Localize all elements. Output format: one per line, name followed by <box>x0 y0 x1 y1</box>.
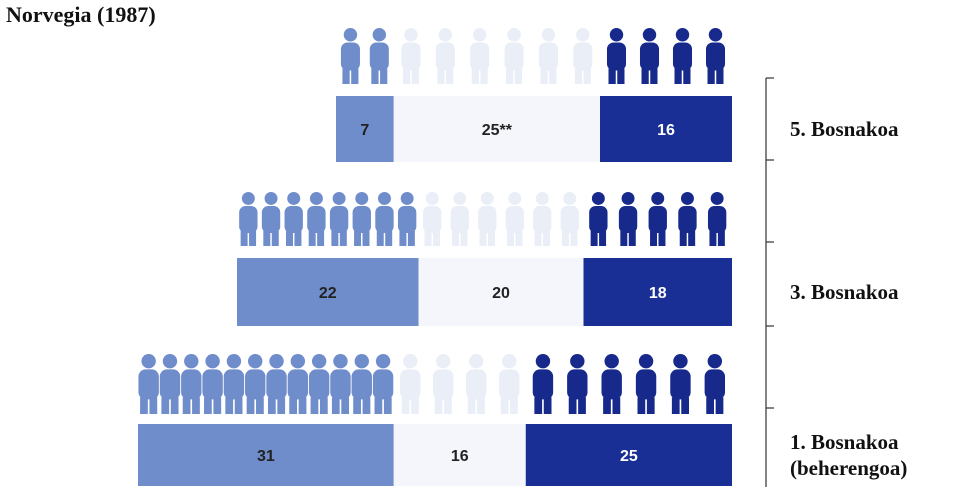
person-icon <box>287 354 309 414</box>
person-icon <box>670 354 691 414</box>
person-icon <box>499 354 520 414</box>
person-icon <box>329 192 349 246</box>
bar-group: 7 25** 16 5. Bosnakoa <box>336 28 899 162</box>
category-axis <box>765 77 774 487</box>
data-label: 20 <box>492 285 510 302</box>
person-icon <box>538 28 558 84</box>
person-icon <box>478 192 497 246</box>
category-label: 3. Bosnakoa <box>790 280 899 304</box>
person-icon <box>639 28 660 84</box>
person-icon <box>648 192 667 246</box>
person-icon <box>352 192 371 246</box>
person-icon <box>672 28 693 84</box>
person-icon <box>330 354 351 414</box>
bar-group: 31 16 25 1. Bosnakoa(beherengoa) <box>138 354 907 486</box>
bar-group: 22 20 18 3. Bosnakoa <box>237 192 899 326</box>
category-label: (beherengoa) <box>790 456 907 480</box>
person-icon <box>504 28 524 84</box>
bar-segment <box>418 258 584 326</box>
person-icon <box>261 192 281 246</box>
person-icon <box>705 28 726 84</box>
person-icon <box>567 354 588 414</box>
person-icon <box>704 354 726 414</box>
category-label: 1. Bosnakoa <box>790 430 899 454</box>
person-icon <box>423 192 442 246</box>
person-icon <box>266 354 287 414</box>
person-icon <box>466 354 487 414</box>
data-label: 25** <box>482 122 513 139</box>
person-icon <box>470 28 490 84</box>
person-icon <box>635 354 657 414</box>
person-icon <box>245 354 266 414</box>
person-icon <box>159 354 181 414</box>
person-icon <box>397 192 417 246</box>
person-icon <box>308 354 330 414</box>
data-label: 22 <box>319 285 337 302</box>
person-icon <box>138 354 159 414</box>
bar-segment <box>138 424 394 486</box>
person-icon <box>589 192 608 246</box>
category-label: 5. Bosnakoa <box>790 117 899 141</box>
person-icon <box>181 354 202 414</box>
person-icon <box>223 354 245 414</box>
person-icon <box>401 28 421 84</box>
person-icon <box>351 354 372 414</box>
data-label: 16 <box>451 448 469 465</box>
person-icon <box>560 192 579 246</box>
person-icon <box>375 192 394 246</box>
person-icon <box>202 354 223 414</box>
person-icon <box>433 354 454 414</box>
person-icon <box>618 192 638 246</box>
bar-segment <box>237 258 419 326</box>
data-label: 18 <box>649 285 667 302</box>
data-label: 25 <box>620 448 638 465</box>
bar-segment <box>583 258 732 326</box>
person-icon <box>505 192 524 246</box>
person-icon <box>606 28 627 84</box>
bar-segment <box>393 96 600 162</box>
person-icon <box>450 192 469 246</box>
chart-title: Norvegia (1987) <box>6 2 156 27</box>
data-label: 31 <box>257 448 275 465</box>
bar-segment <box>525 424 732 486</box>
bar-segment <box>393 424 526 486</box>
person-icon <box>601 354 622 414</box>
data-label: 16 <box>657 122 675 139</box>
person-icon <box>532 354 554 414</box>
person-icon <box>372 354 394 414</box>
person-icon <box>340 28 360 84</box>
bar-segment <box>600 96 732 162</box>
data-label: 7 <box>360 122 369 139</box>
person-icon <box>707 192 727 246</box>
person-icon <box>435 28 455 84</box>
person-icon <box>400 354 421 414</box>
person-icon <box>284 192 303 246</box>
person-icon <box>573 28 593 84</box>
person-icon <box>533 192 552 246</box>
person-icon <box>369 28 389 84</box>
person-icon <box>239 192 258 246</box>
person-icon <box>307 192 326 246</box>
bar-segment <box>336 96 394 162</box>
person-icon <box>678 192 697 246</box>
